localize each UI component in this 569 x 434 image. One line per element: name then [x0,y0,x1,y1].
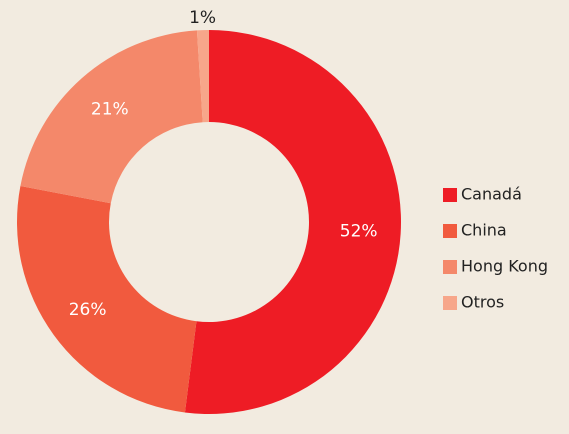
slice [184,30,401,414]
legend-label: Canadá [461,185,522,204]
slice [196,30,209,123]
slice [16,186,197,413]
legend-swatch [443,188,457,202]
data-label: 1% [189,8,216,28]
legend-swatch [443,296,457,310]
legend-label: Otros [461,293,504,312]
data-label: 21% [91,99,129,119]
legend-label: Hong Kong [461,257,548,276]
legend-label: China [461,221,507,240]
slice [20,30,203,204]
legend-swatch [443,224,457,238]
data-label: 52% [340,221,378,241]
legend-swatch [443,260,457,274]
data-label: 26% [69,300,107,320]
